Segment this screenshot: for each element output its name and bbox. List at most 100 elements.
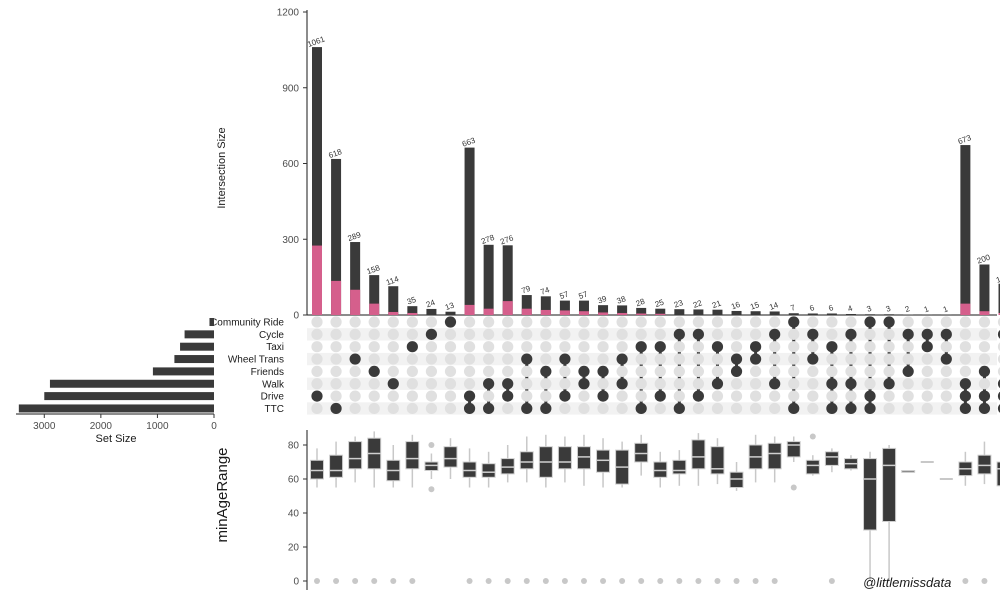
intersection-bar-highlight: [598, 312, 609, 315]
matrix-dot-inactive: [959, 316, 971, 328]
intersection-size-axis-title: Intersection Size: [216, 127, 228, 208]
matrix-dot-inactive: [807, 341, 819, 353]
matrix-dot-inactive: [597, 328, 609, 340]
matrix-dot-inactive: [654, 353, 666, 365]
intersection-bar: [865, 314, 876, 315]
matrix-dot-active: [654, 341, 666, 353]
min-age-range-boxplot-panel: 0 20 40 60 80: [288, 430, 1000, 590]
matrix-dot-active: [368, 365, 380, 377]
matrix-dot-inactive: [330, 378, 342, 390]
matrix-dot-inactive: [311, 402, 323, 415]
matrix-dot-inactive: [463, 378, 476, 390]
matrix-dot-active: [959, 390, 971, 402]
set-label: Drive: [261, 392, 285, 403]
matrix-dot-active: [978, 390, 991, 402]
matrix-dot-inactive: [425, 316, 438, 328]
matrix-dot-inactive: [349, 378, 361, 390]
box-iqr: [729, 471, 744, 489]
matrix-dot-inactive: [616, 390, 628, 402]
intersection-bar-label: 15: [749, 300, 761, 312]
matrix-dot-inactive: [864, 341, 876, 353]
box-outlier: [542, 578, 549, 584]
box-outlier: [695, 578, 702, 584]
matrix-dot-inactive: [997, 354, 1000, 364]
matrix-dot-active: [330, 402, 342, 415]
matrix-dot-active: [978, 365, 991, 377]
intersection-bar-highlight: [540, 309, 551, 315]
intersection-bar-highlight: [483, 308, 494, 315]
matrix-dot-inactive: [826, 365, 838, 377]
intersection-y-tick-label: 1200: [277, 8, 300, 19]
intersection-bar-label: 23: [673, 298, 685, 310]
box-iqr: [710, 446, 725, 475]
matrix-dot-active: [730, 365, 743, 377]
matrix-dot-inactive: [311, 365, 323, 377]
intersection-bar: [559, 300, 570, 315]
matrix-dot-inactive: [368, 402, 380, 415]
matrix-dot-inactive: [959, 328, 971, 340]
matrix-dot-inactive: [635, 378, 647, 390]
matrix-dot-inactive: [902, 341, 914, 353]
matrix-dot-inactive: [845, 341, 857, 353]
box-iqr: [576, 446, 591, 470]
intersection-bar: [598, 305, 609, 315]
matrix-dot-inactive: [750, 402, 762, 415]
matrix-dot-inactive: [883, 402, 895, 415]
matrix-dot-inactive: [425, 365, 438, 377]
intersection-bar: [845, 313, 856, 315]
matrix-dot-inactive: [826, 353, 838, 365]
matrix-dot-inactive: [406, 378, 418, 390]
matrix-dot-inactive: [578, 328, 590, 340]
box-iqr: [977, 454, 992, 475]
matrix-dot-active: [521, 402, 533, 415]
intersection-bar-label: 276: [499, 233, 515, 246]
box-iqr: [596, 449, 611, 473]
intersection-y-tick-label: 0: [293, 311, 299, 322]
matrix-dot-inactive: [463, 341, 476, 353]
matrix-dot-inactive: [521, 341, 533, 353]
matrix-dot-inactive: [483, 353, 495, 365]
matrix-dot-active: [959, 402, 971, 415]
intersection-bar: [807, 313, 818, 315]
matrix-dot-inactive: [349, 402, 361, 415]
intersection-bar-label: 39: [596, 294, 608, 306]
matrix-dot-active: [578, 365, 590, 377]
matrix-dot-inactive: [330, 390, 342, 402]
box-iqr: [481, 463, 496, 478]
matrix-dot-inactive: [730, 390, 743, 402]
box-outlier: [523, 578, 530, 584]
matrix-dot-inactive: [959, 353, 971, 365]
matrix-dot-active: [940, 353, 952, 365]
matrix-dot-inactive: [788, 365, 800, 377]
matrix-dot-inactive: [959, 365, 971, 377]
matrix-dot-inactive: [883, 341, 895, 353]
set-label: Community Ride: [210, 318, 284, 329]
matrix-dot-inactive: [483, 365, 495, 377]
box-outlier: [580, 578, 587, 584]
matrix-dot-inactive: [902, 402, 914, 415]
intersection-bar: [369, 275, 380, 315]
intersection-bar-highlight: [655, 313, 666, 315]
matrix-dot-inactive: [387, 353, 399, 365]
box-outlier: [733, 578, 740, 584]
matrix-dot-inactive: [502, 316, 514, 328]
matrix-dot-active: [769, 378, 781, 390]
matrix-dot-inactive: [978, 341, 991, 353]
matrix-dot-active: [406, 341, 418, 353]
box-iqr: [672, 459, 687, 475]
matrix-dot-inactive: [750, 316, 762, 328]
box-outlier: [352, 578, 359, 584]
matrix-dot-inactive: [959, 341, 971, 353]
box-outlier: [428, 486, 435, 493]
set-label: Walk: [262, 379, 285, 390]
matrix-dot-active: [387, 378, 399, 390]
matrix-dot-inactive: [807, 390, 819, 402]
matrix-dot-active: [692, 328, 705, 340]
matrix-dot-active: [883, 316, 895, 328]
intersection-bar-label: 158: [366, 263, 382, 276]
box-iqr: [653, 461, 668, 478]
box-outlier: [390, 578, 397, 584]
intersection-bar-label: 28: [635, 297, 647, 309]
matrix-dot-inactive: [502, 402, 514, 415]
matrix-dot-active: [311, 390, 323, 402]
